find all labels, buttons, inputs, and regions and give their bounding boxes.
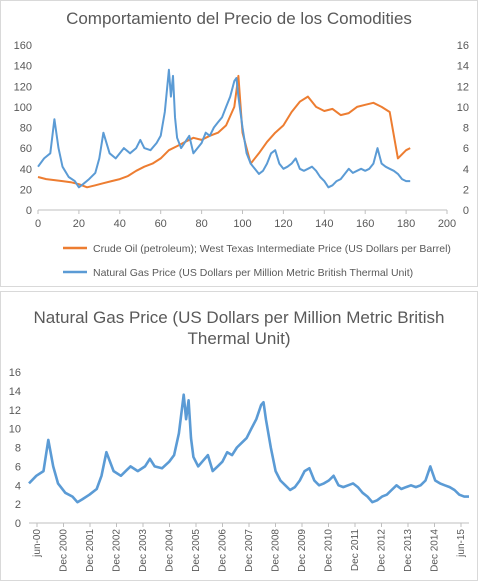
x-tick-label: Dec 2004 [165,529,176,572]
y-tick-label: 10 [9,424,21,436]
natural-gas-price-line [28,393,469,504]
y-tick-label: 4 [15,480,21,492]
right-y-tick-label: 16 [457,40,469,52]
x-tick-label: 200 [438,218,456,230]
left-y-tick-label: 80 [20,123,32,135]
x-tick-label: Dec 2008 [271,529,282,572]
x-tick-label: Dec 2003 [138,529,149,572]
right-y-tick-label: 6 [463,143,469,155]
x-tick-label: jun-00 [32,529,43,558]
left-y-tick-label: 120 [14,81,32,93]
x-tick-label: 40 [114,218,126,230]
x-tick-label: 160 [356,218,374,230]
natural-gas-chart-title-line2: Thermal Unit) [187,329,291,348]
x-tick-label: Dec 2009 [297,529,308,572]
x-tick-label: jun-15 [456,529,467,558]
right-y-tick-label: 8 [463,123,469,135]
natural-gas-chart-panel: Natural Gas Price (US Dollars per Millio… [0,291,478,581]
x-tick-label: 60 [155,218,167,230]
left-y-tick-label: 160 [14,40,32,52]
left-y-tick-label: 140 [14,61,32,73]
x-tick-label: 0 [35,218,41,230]
x-tick-label: Dec 2007 [244,529,255,572]
crude-oil-series-line [37,74,411,189]
x-tick-label: Dec 2012 [377,529,388,572]
natural-gas-chart-svg: 0 2 4 6 8 10 12 14 16 jun-00 Dec 2000 Dec 2001 Dec 2… [9,367,469,572]
x-tick-label: 100 [233,218,251,230]
commodities-legend: Crude Oil (petroleum); West Texas Interm… [63,243,451,279]
y-tick-label: 6 [15,461,21,473]
left-y-tick-label: 20 [20,184,32,196]
left-y-tick-label: 60 [20,143,32,155]
left-y-tick-label: 40 [20,164,32,176]
legend-label-crude-oil: Crude Oil (petroleum); West Texas Interm… [93,243,451,255]
y-tick-label: 12 [9,405,21,417]
y-tick-label: 14 [9,386,21,398]
y-tick-label: 8 [15,443,21,455]
natural-gas-chart-title-line1: Natural Gas Price (US Dollars per Millio… [33,308,445,327]
x-tick-label: 80 [195,218,207,230]
right-y-tick-label: 10 [457,102,469,114]
right-y-tick-label: 4 [463,164,469,176]
y-tick-label: 16 [9,367,21,379]
x-tick-label: Dec 2001 [85,529,96,572]
x-tick-label: Dec 2014 [430,529,441,572]
x-tick-label: 140 [315,218,333,230]
right-y-tick-label: 14 [457,61,469,73]
x-tick-label: Dec 2010 [324,529,335,572]
x-tick-label: Dec 2000 [59,529,70,572]
right-y-tick-label: 2 [463,184,469,196]
commodities-chart-title: Comportamiento del Precio de los Comodit… [66,9,412,28]
left-y-tick-label: 0 [26,205,32,217]
y-tick-label: 2 [15,499,21,511]
right-y-tick-label: 0 [463,205,469,217]
commodities-chart-panel: Comportamiento del Precio de los Comodit… [0,0,478,287]
x-tick-label: 180 [397,218,415,230]
natural-gas-plot-area: 0 2 4 6 8 10 12 14 16 jun-00 Dec 2000 Dec 2001 Dec 2… [9,367,469,572]
x-tick-label: Dec 2013 [403,529,414,572]
x-tick-label: Dec 2011 [350,529,361,572]
x-tick-label: 120 [274,218,292,230]
x-tick-label: Dec 2006 [218,529,229,572]
y-tick-label: 0 [15,518,21,530]
x-tick-label: Dec 2002 [112,529,123,572]
legend-label-natural-gas: Natural Gas Price (US Dollars per Millio… [93,267,413,279]
natural-gas-series-line [37,68,411,189]
right-y-tick-label: 12 [457,81,469,93]
left-y-tick-label: 100 [14,102,32,114]
x-tick-label: Dec 2005 [191,529,202,572]
x-tick-label: 20 [73,218,85,230]
